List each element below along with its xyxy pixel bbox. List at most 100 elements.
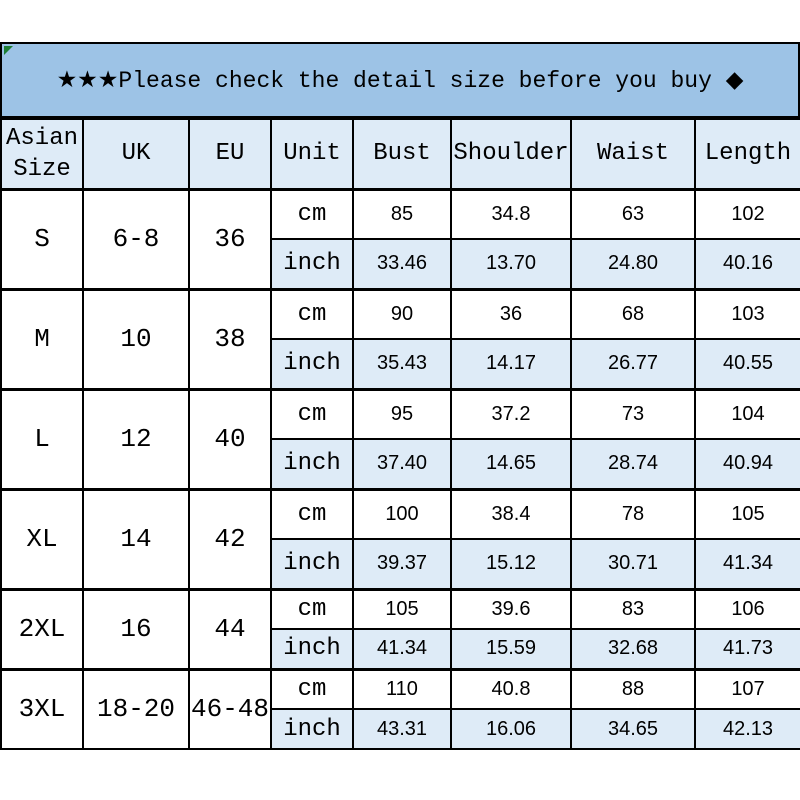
uk-cell: 14	[82, 487, 190, 590]
waist-inch-cell: 28.74	[570, 438, 696, 490]
bust-inch-cell: 39.37	[352, 538, 452, 590]
bust-cm-cell: 85	[352, 187, 452, 240]
length-cm-cell: 105	[694, 487, 800, 540]
bust-inch-cell: 43.31	[352, 708, 452, 750]
shoulder-cm-cell: 39.6	[450, 587, 572, 630]
waist-cm-cell: 78	[570, 487, 696, 540]
size-cell: 2XL	[0, 587, 84, 670]
length-inch-cell: 40.55	[694, 338, 800, 390]
eu-cell: 36	[188, 187, 272, 290]
length-inch-cell: 40.94	[694, 438, 800, 490]
length-cm-cell: 102	[694, 187, 800, 240]
unit-inch-label: inch	[270, 238, 354, 290]
waist-cm-cell: 68	[570, 287, 696, 340]
header-eu: EU	[188, 118, 272, 190]
shoulder-inch-cell: 16.06	[450, 708, 572, 750]
header-unit: Unit	[270, 118, 354, 190]
table-row: 2XL 16 44 cm 105 39.6 83 106	[0, 587, 800, 670]
notice-banner-text: ★★★Please check the detail size before y…	[56, 67, 744, 94]
length-cm-cell: 103	[694, 287, 800, 340]
uk-cell: 6-8	[82, 187, 190, 290]
size-cell: 3XL	[0, 667, 84, 750]
length-cm-cell: 106	[694, 587, 800, 630]
waist-inch-cell: 30.71	[570, 538, 696, 590]
length-inch-cell: 42.13	[694, 708, 800, 750]
header-waist: Waist	[570, 118, 696, 190]
unit-inch-label: inch	[270, 538, 354, 590]
bust-cm-cell: 100	[352, 487, 452, 540]
shoulder-inch-cell: 14.17	[450, 338, 572, 390]
size-cell: M	[0, 287, 84, 390]
length-cm-cell: 107	[694, 667, 800, 710]
unit-cm-label: cm	[270, 187, 354, 240]
unit-cm-label: cm	[270, 487, 354, 540]
eu-cell: 38	[188, 287, 272, 390]
shoulder-cm-cell: 34.8	[450, 187, 572, 240]
eu-cell: 40	[188, 387, 272, 490]
waist-cm-cell: 63	[570, 187, 696, 240]
unit-cm-label: cm	[270, 287, 354, 340]
waist-inch-cell: 26.77	[570, 338, 696, 390]
header-shoulder: Shoulder	[450, 118, 572, 190]
bust-inch-cell: 41.34	[352, 628, 452, 670]
length-inch-cell: 41.34	[694, 538, 800, 590]
waist-inch-cell: 32.68	[570, 628, 696, 670]
table-row: 3XL 18-20 46-48 cm 110 40.8 88 107	[0, 667, 800, 750]
size-cell: XL	[0, 487, 84, 590]
table-row: L 12 40 cm 95 37.2 73 104	[0, 387, 800, 490]
size-table: Asian Size UK EU Unit Bust Shoulder Wais…	[0, 118, 800, 750]
unit-inch-label: inch	[270, 628, 354, 670]
table-row: inch 35.43 14.17 26.77 40.55	[1, 338, 800, 390]
shoulder-cm-cell: 38.4	[450, 487, 572, 540]
uk-cell: 10	[82, 287, 190, 390]
waist-cm-cell: 88	[570, 667, 696, 710]
waist-cm-cell: 83	[570, 587, 696, 630]
unit-inch-label: inch	[270, 338, 354, 390]
table-row: S 6-8 36 cm 85 34.8 63 102	[0, 187, 800, 290]
shoulder-cm-cell: 40.8	[450, 667, 572, 710]
table-row: inch 37.40 14.65 28.74 40.94	[1, 438, 800, 490]
eu-cell: 42	[188, 487, 272, 590]
table-row: inch 33.46 13.70 24.80 40.16	[1, 238, 800, 290]
shoulder-inch-cell: 15.59	[450, 628, 572, 670]
header-uk: UK	[82, 118, 190, 190]
bust-cm-cell: 110	[352, 667, 452, 710]
corner-marker-icon	[4, 46, 13, 55]
uk-cell: 16	[82, 587, 190, 670]
shoulder-cm-cell: 36	[450, 287, 572, 340]
unit-cm-label: cm	[270, 667, 354, 710]
size-cell: L	[0, 387, 84, 490]
table-row: M 10 38 cm 90 36 68 103	[0, 287, 800, 390]
table-row: inch 41.34 15.59 32.68 41.73	[1, 628, 800, 670]
shoulder-inch-cell: 14.65	[450, 438, 572, 490]
unit-cm-label: cm	[270, 587, 354, 630]
unit-inch-label: inch	[270, 708, 354, 750]
header-bust: Bust	[352, 118, 452, 190]
bust-cm-cell: 95	[352, 387, 452, 440]
bust-inch-cell: 33.46	[352, 238, 452, 290]
table-row: XL 14 42 cm 100 38.4 78 105	[0, 487, 800, 590]
bust-inch-cell: 35.43	[352, 338, 452, 390]
length-inch-cell: 41.73	[694, 628, 800, 670]
size-cell: S	[0, 187, 84, 290]
table-header-row: Asian Size UK EU Unit Bust Shoulder Wais…	[0, 118, 800, 190]
waist-cm-cell: 73	[570, 387, 696, 440]
waist-inch-cell: 34.65	[570, 708, 696, 750]
header-length: Length	[694, 118, 800, 190]
table-row: inch 39.37 15.12 30.71 41.34	[1, 538, 800, 590]
length-cm-cell: 104	[694, 387, 800, 440]
shoulder-cm-cell: 37.2	[450, 387, 572, 440]
unit-cm-label: cm	[270, 387, 354, 440]
notice-banner: ★★★Please check the detail size before y…	[0, 42, 800, 118]
header-asian-size: Asian Size	[0, 118, 84, 190]
uk-cell: 12	[82, 387, 190, 490]
length-inch-cell: 40.16	[694, 238, 800, 290]
bust-cm-cell: 105	[352, 587, 452, 630]
bust-cm-cell: 90	[352, 287, 452, 340]
uk-cell: 18-20	[82, 667, 190, 750]
bust-inch-cell: 37.40	[352, 438, 452, 490]
eu-cell: 46-48	[188, 667, 272, 750]
shoulder-inch-cell: 13.70	[450, 238, 572, 290]
table-row: inch 43.31 16.06 34.65 42.13	[1, 708, 800, 750]
